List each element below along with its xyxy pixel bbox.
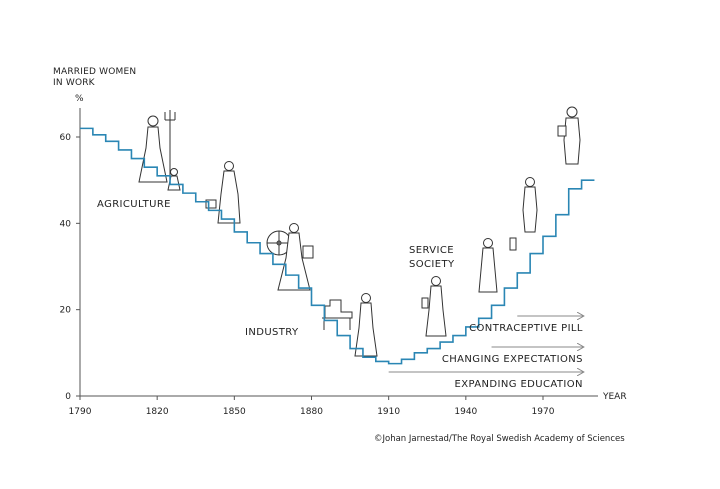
influence-arrow-label: CHANGING EXPECTATIONS <box>442 354 583 365</box>
y-tick-label: 0 <box>65 392 71 402</box>
label-agriculture: AGRICULTURE <box>97 199 171 210</box>
influence-arrow-label: CONTRACEPTIVE PILL <box>469 323 583 334</box>
professional-woman-figure-icon <box>557 106 581 165</box>
series-line <box>80 127 595 365</box>
x-tick-label: 1880 <box>300 407 323 417</box>
office-woman-figure-icon <box>421 276 447 337</box>
y-tick-label: 40 <box>60 219 72 229</box>
illustrations <box>138 106 581 357</box>
y-axis-unit: % <box>75 94 84 104</box>
label-industry: INDUSTRY <box>245 327 299 338</box>
y-axis-title-line-1: MARRIED WOMEN <box>53 67 136 77</box>
y-tick-label: 60 <box>60 133 72 143</box>
x-axis-title: YEAR <box>602 392 627 402</box>
x-tick-label: 1970 <box>532 407 555 417</box>
child-figure-icon <box>167 168 181 191</box>
x-tick-label: 1940 <box>454 407 477 417</box>
label-service-line-2: SOCIETY <box>409 259 455 270</box>
x-tick-label: 1820 <box>146 407 169 417</box>
image-credit: ©Johan Jarnestad/The Royal Swedish Acade… <box>374 434 625 444</box>
x-tick-label: 1850 <box>223 407 246 417</box>
modern-woman-figure-icon <box>522 177 538 233</box>
y-ticks: 0 20 40 60 <box>60 133 80 402</box>
influence-arrows: CONTRACEPTIVE PILL CHANGING EXPECTATIONS E… <box>388 316 584 390</box>
y-tick-label: 20 <box>60 306 72 316</box>
x-ticks: 1790 1820 1850 1880 1910 1940 1970 <box>69 396 555 417</box>
farm-woman-figure-icon <box>138 110 176 183</box>
series-group <box>80 127 595 365</box>
basket-woman-figure-icon <box>205 161 241 224</box>
y-axis-title-line-2: IN WORK <box>53 78 96 88</box>
seamstress-figure-icon <box>354 293 378 357</box>
influence-arrow-label: EXPANDING EDUCATION <box>455 379 583 390</box>
presenter-woman-figure-icon <box>478 237 517 293</box>
x-tick-label: 1910 <box>377 407 400 417</box>
label-service-line-1: SERVICE <box>409 245 454 256</box>
x-tick-label: 1790 <box>69 407 92 417</box>
spinning-wheel-icon <box>266 230 292 256</box>
